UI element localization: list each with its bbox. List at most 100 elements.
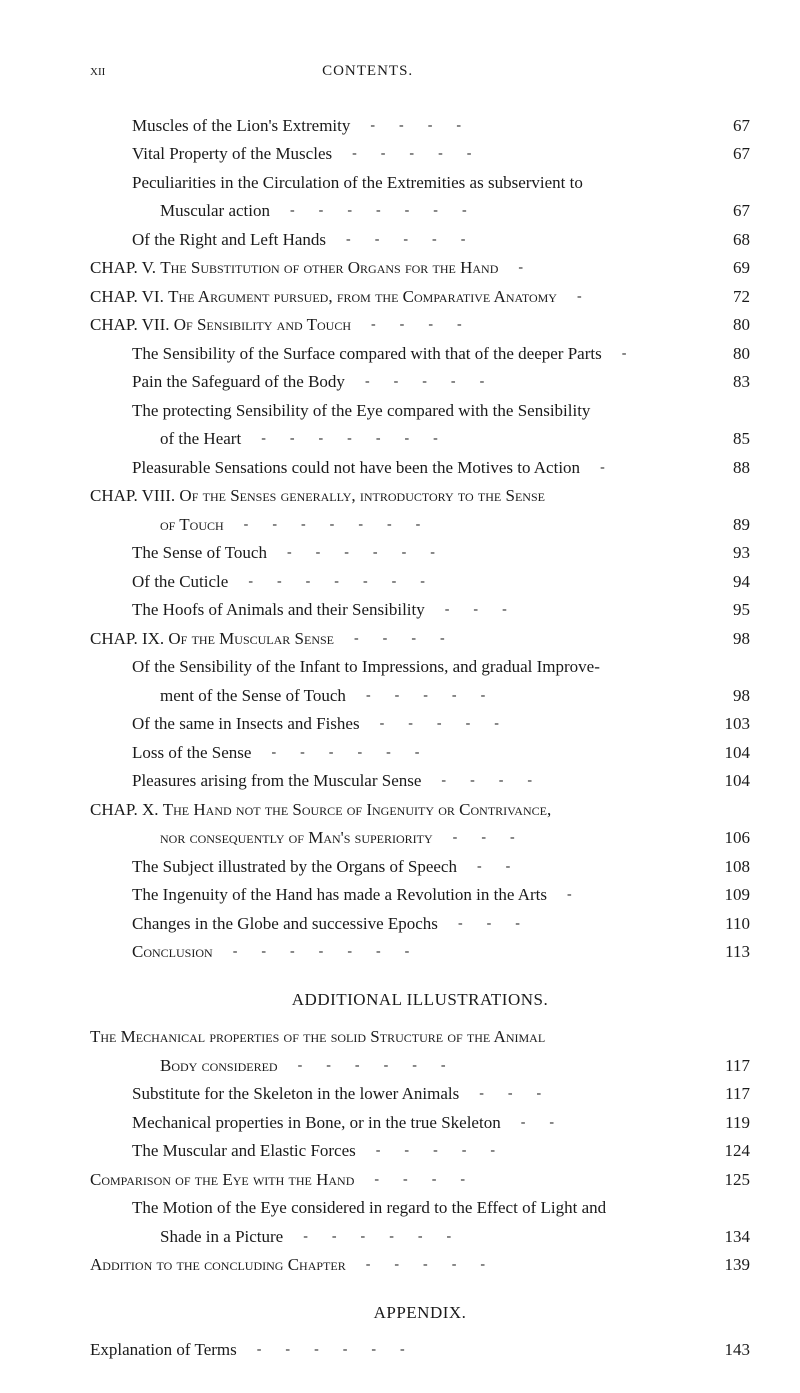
dash-leader: ----- xyxy=(360,713,715,734)
dash-leader: -- xyxy=(501,1112,715,1133)
toc-page: 68 xyxy=(715,227,750,253)
toc-text: of Touch xyxy=(160,512,224,538)
toc-entry: Of the Right and Left Hands-----68 xyxy=(90,227,750,253)
toc-page: 89 xyxy=(715,512,750,538)
toc-page: 80 xyxy=(715,312,750,338)
toc-entry: CHAP. V. The Substitution of other Organ… xyxy=(90,255,750,281)
toc-text: The Muscular and Elastic Forces xyxy=(132,1138,356,1164)
toc-page: 69 xyxy=(715,255,750,281)
toc-main: Muscles of the Lion's Extremity----67Vit… xyxy=(90,113,750,965)
toc-page: 88 xyxy=(715,455,750,481)
toc-entry: CHAP. VIII. Of the Senses generally, int… xyxy=(90,483,750,509)
dash-leader: --- xyxy=(438,913,715,934)
toc-entry: Peculiarities in the Circulation of the … xyxy=(90,170,750,196)
dash-leader: ------- xyxy=(270,200,715,221)
toc-entry: The Sensibility of the Surface compared … xyxy=(90,341,750,367)
dash-leader: --- xyxy=(433,827,715,848)
toc-entry: Conclusion-------113 xyxy=(90,939,750,965)
toc-entry: Substitute for the Skeleton in the lower… xyxy=(90,1081,750,1107)
toc-entry: Body considered------117 xyxy=(90,1053,750,1079)
page-number: xii xyxy=(90,60,105,83)
toc-text: nor consequently of Man's superiority xyxy=(160,825,433,851)
toc-text: Body considered xyxy=(160,1053,278,1079)
toc-page: 98 xyxy=(715,626,750,652)
toc-text: CHAP. VI. The Argument pursued, from the… xyxy=(90,284,557,310)
toc-entry: Explanation of Terms------143 xyxy=(90,1337,750,1363)
toc-entry: The Hoofs of Animals and their Sensibili… xyxy=(90,597,750,623)
dash-leader: ---- xyxy=(351,314,715,335)
toc-text: Muscular action xyxy=(160,198,270,224)
page-header: xii CONTENTS. xyxy=(90,60,750,83)
toc-page: 83 xyxy=(715,369,750,395)
toc-text: of the Heart xyxy=(160,426,241,452)
dash-leader: --- xyxy=(459,1083,715,1104)
toc-entry: of Touch-------89 xyxy=(90,512,750,538)
dash-leader: ---- xyxy=(334,628,715,649)
toc-text: The Mechanical properties of the solid S… xyxy=(90,1024,545,1050)
toc-page: 103 xyxy=(715,711,751,737)
toc-entry: of the Heart-------85 xyxy=(90,426,750,452)
toc-entry: The protecting Sensibility of the Eye co… xyxy=(90,398,750,424)
toc-entry: Pain the Safeguard of the Body-----83 xyxy=(90,369,750,395)
dash-leader: ---- xyxy=(354,1169,714,1190)
toc-text: ment of the Sense of Touch xyxy=(160,683,346,709)
toc-text: The Hoofs of Animals and their Sensibili… xyxy=(132,597,425,623)
toc-text: Mechanical properties in Bone, or in the… xyxy=(132,1110,501,1136)
dash-leader: ------- xyxy=(213,941,715,962)
toc-page: 67 xyxy=(715,141,750,167)
dash-leader: ----- xyxy=(345,371,715,392)
toc-page: 134 xyxy=(715,1224,751,1250)
dash-leader: - xyxy=(557,286,715,307)
toc-entry: Changes in the Globe and successive Epoc… xyxy=(90,911,750,937)
toc-text: Of the Right and Left Hands xyxy=(132,227,326,253)
toc-entry: ment of the Sense of Touch-----98 xyxy=(90,683,750,709)
dash-leader: ------- xyxy=(241,428,715,449)
dash-leader: ------ xyxy=(237,1339,715,1360)
dash-leader: ----- xyxy=(356,1140,715,1161)
dash-leader: -- xyxy=(457,856,715,877)
toc-page: 67 xyxy=(715,198,750,224)
toc-text: Vital Property of the Muscles xyxy=(132,141,332,167)
toc-entry: Muscles of the Lion's Extremity----67 xyxy=(90,113,750,139)
toc-page: 104 xyxy=(715,740,751,766)
toc-entry: Addition to the concluding Chapter-----1… xyxy=(90,1252,750,1278)
toc-entry: Loss of the Sense------104 xyxy=(90,740,750,766)
toc-entry: CHAP. IX. Of the Muscular Sense----98 xyxy=(90,626,750,652)
toc-page: 124 xyxy=(715,1138,751,1164)
toc-page: 139 xyxy=(715,1252,751,1278)
dash-leader: ------- xyxy=(224,514,715,535)
toc-text: CHAP. X. The Hand not the Source of Inge… xyxy=(90,797,551,823)
toc-entry: Muscular action-------67 xyxy=(90,198,750,224)
dash-leader: - xyxy=(547,884,715,905)
toc-text: The Motion of the Eye considered in rega… xyxy=(132,1195,606,1221)
toc-entry: CHAP. VI. The Argument pursued, from the… xyxy=(90,284,750,310)
toc-text: Substitute for the Skeleton in the lower… xyxy=(132,1081,459,1107)
dash-leader: ---- xyxy=(421,770,714,791)
toc-text: The Sensibility of the Surface compared … xyxy=(132,341,602,367)
toc-entry: The Motion of the Eye considered in rega… xyxy=(90,1195,750,1221)
toc-page: 117 xyxy=(715,1081,750,1107)
dash-leader: - xyxy=(602,343,715,364)
toc-text: Explanation of Terms xyxy=(90,1337,237,1363)
toc-entry: The Muscular and Elastic Forces-----124 xyxy=(90,1138,750,1164)
toc-text: Comparison of the Eye with the Hand xyxy=(90,1167,354,1193)
toc-page: 143 xyxy=(715,1337,751,1363)
toc-page: 125 xyxy=(715,1167,751,1193)
toc-page: 109 xyxy=(715,882,751,908)
dash-leader: --- xyxy=(425,599,715,620)
toc-page: 85 xyxy=(715,426,750,452)
toc-entry: Vital Property of the Muscles-----67 xyxy=(90,141,750,167)
toc-page: 108 xyxy=(715,854,751,880)
appendix-heading: APPENDIX. xyxy=(90,1300,750,1326)
toc-text: The protecting Sensibility of the Eye co… xyxy=(132,398,590,424)
header-title: CONTENTS. xyxy=(322,60,413,83)
toc-entry: The Mechanical properties of the solid S… xyxy=(90,1024,750,1050)
toc-page: 72 xyxy=(715,284,750,310)
toc-page: 95 xyxy=(715,597,750,623)
toc-text: The Ingenuity of the Hand has made a Rev… xyxy=(132,882,547,908)
toc-entry: The Ingenuity of the Hand has made a Rev… xyxy=(90,882,750,908)
toc-text: Of the Cuticle xyxy=(132,569,228,595)
toc-entry: The Sense of Touch------93 xyxy=(90,540,750,566)
toc-text: CHAP. V. The Substitution of other Organ… xyxy=(90,255,498,281)
toc-text: CHAP. VII. Of Sensibility and Touch xyxy=(90,312,351,338)
